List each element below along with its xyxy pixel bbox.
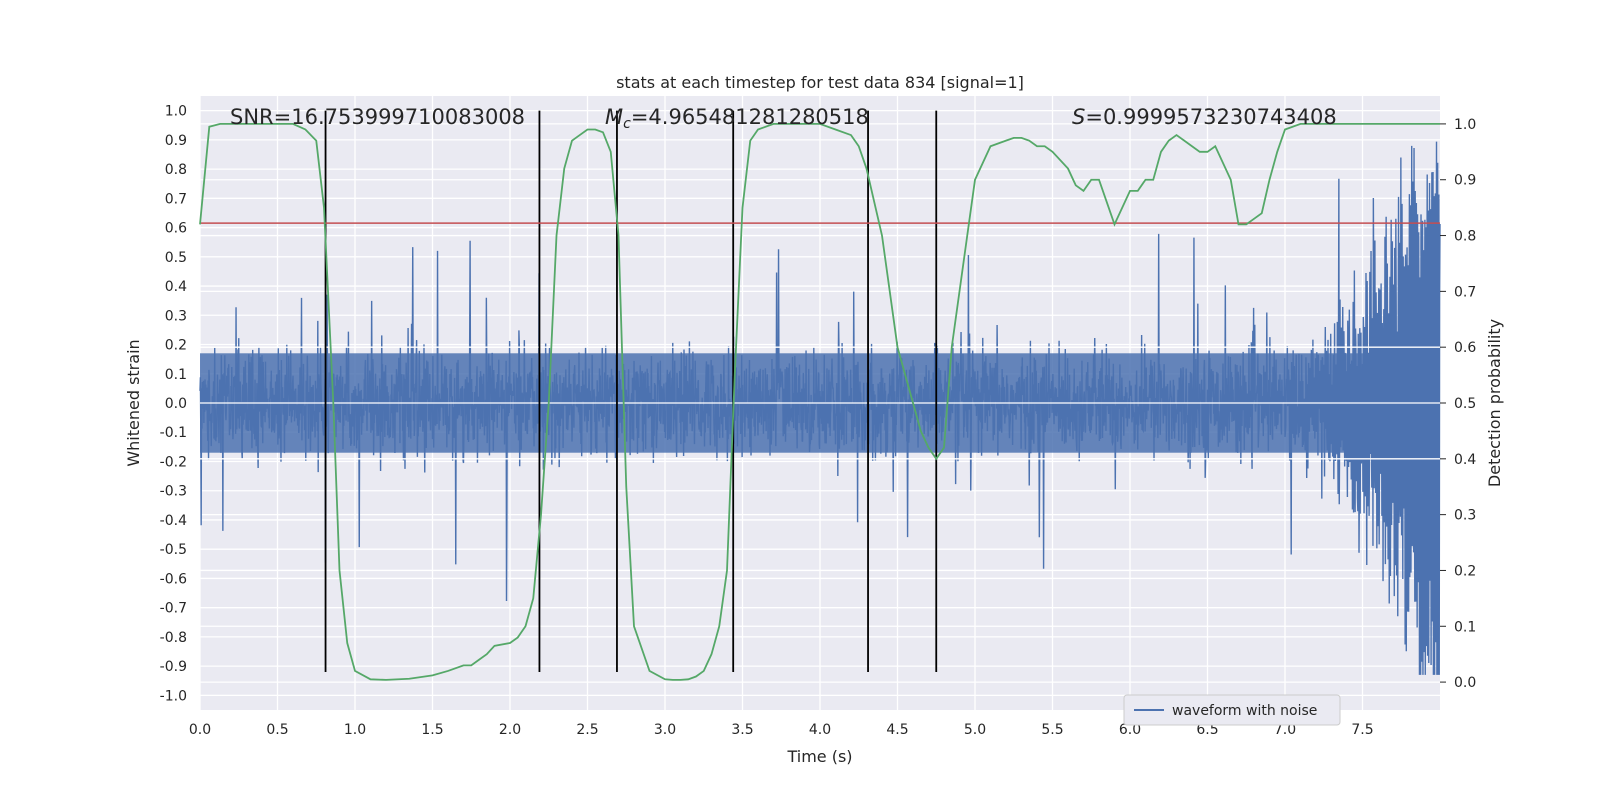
- legend-box: [1123, 694, 1341, 726]
- x-tick-label: 5.0: [964, 722, 986, 738]
- y-tick-label: 0.0: [165, 396, 187, 412]
- y2-tick-label: 0.2: [1454, 563, 1476, 579]
- y2-tick-label: 1.0: [1454, 117, 1476, 133]
- y2-tick-label: 0.9: [1454, 173, 1476, 189]
- s-value: =0.9999573230743408: [1085, 105, 1336, 129]
- x-tick-label: 3.0: [654, 722, 676, 738]
- x-tick-label: 2.0: [499, 722, 521, 738]
- y-tick-label: -0.3: [160, 484, 187, 500]
- marker-lines: [324, 110, 938, 672]
- mc-subscript: c: [623, 116, 631, 132]
- x-tick-label: 4.0: [809, 722, 831, 738]
- y2-tick-label: 0.5: [1454, 396, 1476, 412]
- y2-tick-label: 0.1: [1454, 619, 1476, 635]
- y2-axis-label: Detection probability: [1485, 319, 1504, 487]
- y2-axis-ticks: 1.0 0.9 0.8 0.7 0.6 0.5 0.4 0.3 0.2 0.1 0.0: [1440, 117, 1476, 691]
- x-tick-label: 0.5: [266, 722, 288, 738]
- mc-symbol: M: [605, 105, 623, 129]
- y-tick-label: -0.7: [160, 601, 187, 617]
- x-tick-label: 7.0: [1274, 722, 1296, 738]
- y-axis-label: Whitened strain: [124, 339, 143, 466]
- y2-tick-label: 0.8: [1454, 229, 1476, 245]
- y-tick-label: -0.1: [160, 425, 187, 441]
- x-tick-label: 1.0: [344, 722, 366, 738]
- x-tick-label: 1.5: [421, 722, 443, 738]
- y-tick-label: 0.1: [165, 367, 187, 383]
- x-tick-label: 3.5: [731, 722, 753, 738]
- x-tick-label: 5.5: [1041, 722, 1063, 738]
- y-tick-label: -0.2: [160, 454, 187, 470]
- y2-tick-label: 0.3: [1454, 508, 1476, 524]
- y-tick-label: -0.4: [160, 513, 187, 529]
- y-tick-label: -0.5: [160, 542, 187, 558]
- y-tick-label: 0.6: [165, 221, 187, 237]
- y-tick-label: -0.9: [160, 659, 187, 675]
- y-tick-label: 0.3: [165, 308, 187, 324]
- x-tick-label: 7.5: [1351, 722, 1373, 738]
- x-tick-label: 4.5: [886, 722, 908, 738]
- x-axis-label: Time (s): [786, 747, 852, 766]
- y-tick-label: 0.9: [165, 133, 187, 149]
- chart-title: stats at each timestep for test data 834…: [616, 73, 1024, 92]
- y-tick-label: 1.0: [165, 104, 187, 120]
- legend-label: waveform with noise: [1172, 703, 1317, 719]
- y-tick-label: -1.0: [160, 688, 187, 704]
- x-tick-label: 6.0: [1119, 722, 1141, 738]
- x-tick-label: 6.5: [1196, 722, 1218, 738]
- legend: waveform with noise: [1123, 694, 1341, 726]
- y-tick-label: 0.7: [165, 191, 187, 207]
- y2-tick-label: 0.4: [1454, 452, 1476, 468]
- snr-annotation: SNR=16.753999710083008: [230, 105, 525, 129]
- s-annotation: S=0.9999573230743408: [1072, 105, 1337, 129]
- y-tick-label: 0.8: [165, 162, 187, 178]
- detection-probability-series: [199, 123, 1440, 681]
- probability-line: [199, 123, 1440, 681]
- chirp-mass-annotation: Mc=4.965481281280518: [605, 105, 869, 132]
- x-tick-label: 2.5: [576, 722, 598, 738]
- s-symbol: S: [1072, 105, 1085, 129]
- y-tick-label: -0.6: [160, 571, 187, 587]
- y-axis-ticks: 1.0 0.9 0.8 0.7 0.6 0.5 0.4 0.3 0.2 0.1 0.0 -0.1 -0.…: [160, 104, 187, 705]
- mc-value: =4.965481281280518: [631, 105, 869, 129]
- y-tick-label: 0.2: [165, 338, 187, 354]
- y2-tick-label: 0.0: [1454, 675, 1476, 691]
- waveform-with-noise-series: [199, 141, 1441, 675]
- x-axis-ticks: 0.0 0.5 1.0 1.5 2.0 2.5 3.0 3.5 4.0 4.5 5.0 5.5 6.0 6…: [189, 722, 1374, 738]
- y-tick-label: -0.8: [160, 630, 187, 646]
- y-tick-label: 0.4: [165, 279, 187, 295]
- x-tick-label: 0.0: [189, 722, 211, 738]
- y2-tick-label: 0.6: [1454, 340, 1476, 356]
- y-tick-label: 0.5: [165, 250, 187, 266]
- y2-tick-label: 0.7: [1454, 284, 1476, 300]
